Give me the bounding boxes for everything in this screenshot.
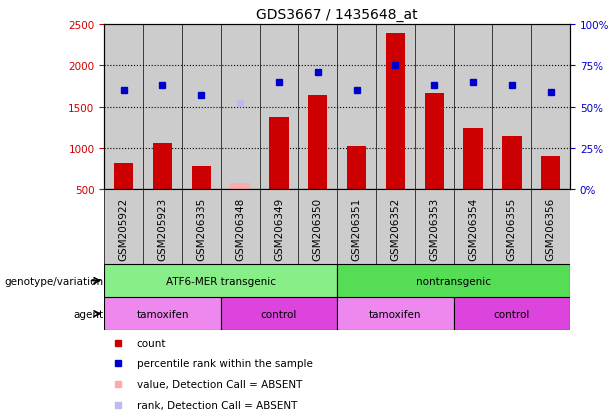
- Bar: [386, 34, 405, 231]
- Bar: [114, 164, 134, 231]
- Text: percentile rank within the sample: percentile rank within the sample: [137, 358, 313, 368]
- Text: value, Detection Call = ABSENT: value, Detection Call = ABSENT: [137, 379, 302, 389]
- Bar: [502, 136, 522, 231]
- Text: GSM206350: GSM206350: [313, 197, 322, 260]
- Bar: [337, 264, 570, 297]
- Text: GSM205923: GSM205923: [158, 197, 167, 261]
- Text: control: control: [493, 309, 530, 319]
- Text: GSM206349: GSM206349: [274, 197, 284, 261]
- Bar: [269, 118, 289, 231]
- Text: genotype/variation: genotype/variation: [5, 276, 104, 286]
- Bar: [463, 129, 483, 231]
- Bar: [104, 264, 337, 297]
- Bar: [541, 157, 560, 231]
- Text: agent: agent: [74, 309, 104, 319]
- Text: GSM206351: GSM206351: [352, 197, 362, 261]
- Text: control: control: [261, 309, 297, 319]
- Text: GSM206354: GSM206354: [468, 197, 478, 261]
- Text: GSM206348: GSM206348: [235, 197, 245, 261]
- Text: tamoxifen: tamoxifen: [136, 309, 189, 319]
- Text: GSM206335: GSM206335: [196, 197, 206, 261]
- Bar: [191, 167, 211, 231]
- Bar: [230, 183, 250, 231]
- Text: GSM206353: GSM206353: [429, 197, 439, 261]
- Text: GSM206355: GSM206355: [507, 197, 517, 261]
- Bar: [424, 93, 444, 231]
- Bar: [347, 146, 367, 231]
- Text: count: count: [137, 338, 166, 348]
- Text: nontransgenic: nontransgenic: [416, 276, 491, 286]
- Text: tamoxifen: tamoxifen: [369, 309, 422, 319]
- Text: rank, Detection Call = ABSENT: rank, Detection Call = ABSENT: [137, 400, 297, 410]
- Bar: [308, 96, 327, 231]
- Bar: [104, 297, 221, 330]
- Bar: [454, 297, 570, 330]
- Bar: [221, 297, 337, 330]
- Title: GDS3667 / 1435648_at: GDS3667 / 1435648_at: [256, 8, 418, 22]
- Text: ATF6-MER transgenic: ATF6-MER transgenic: [166, 276, 276, 286]
- Text: GSM206352: GSM206352: [390, 197, 400, 261]
- Text: GSM206356: GSM206356: [546, 197, 555, 261]
- Bar: [337, 297, 454, 330]
- Text: GSM205922: GSM205922: [119, 197, 129, 261]
- Bar: [153, 144, 172, 231]
